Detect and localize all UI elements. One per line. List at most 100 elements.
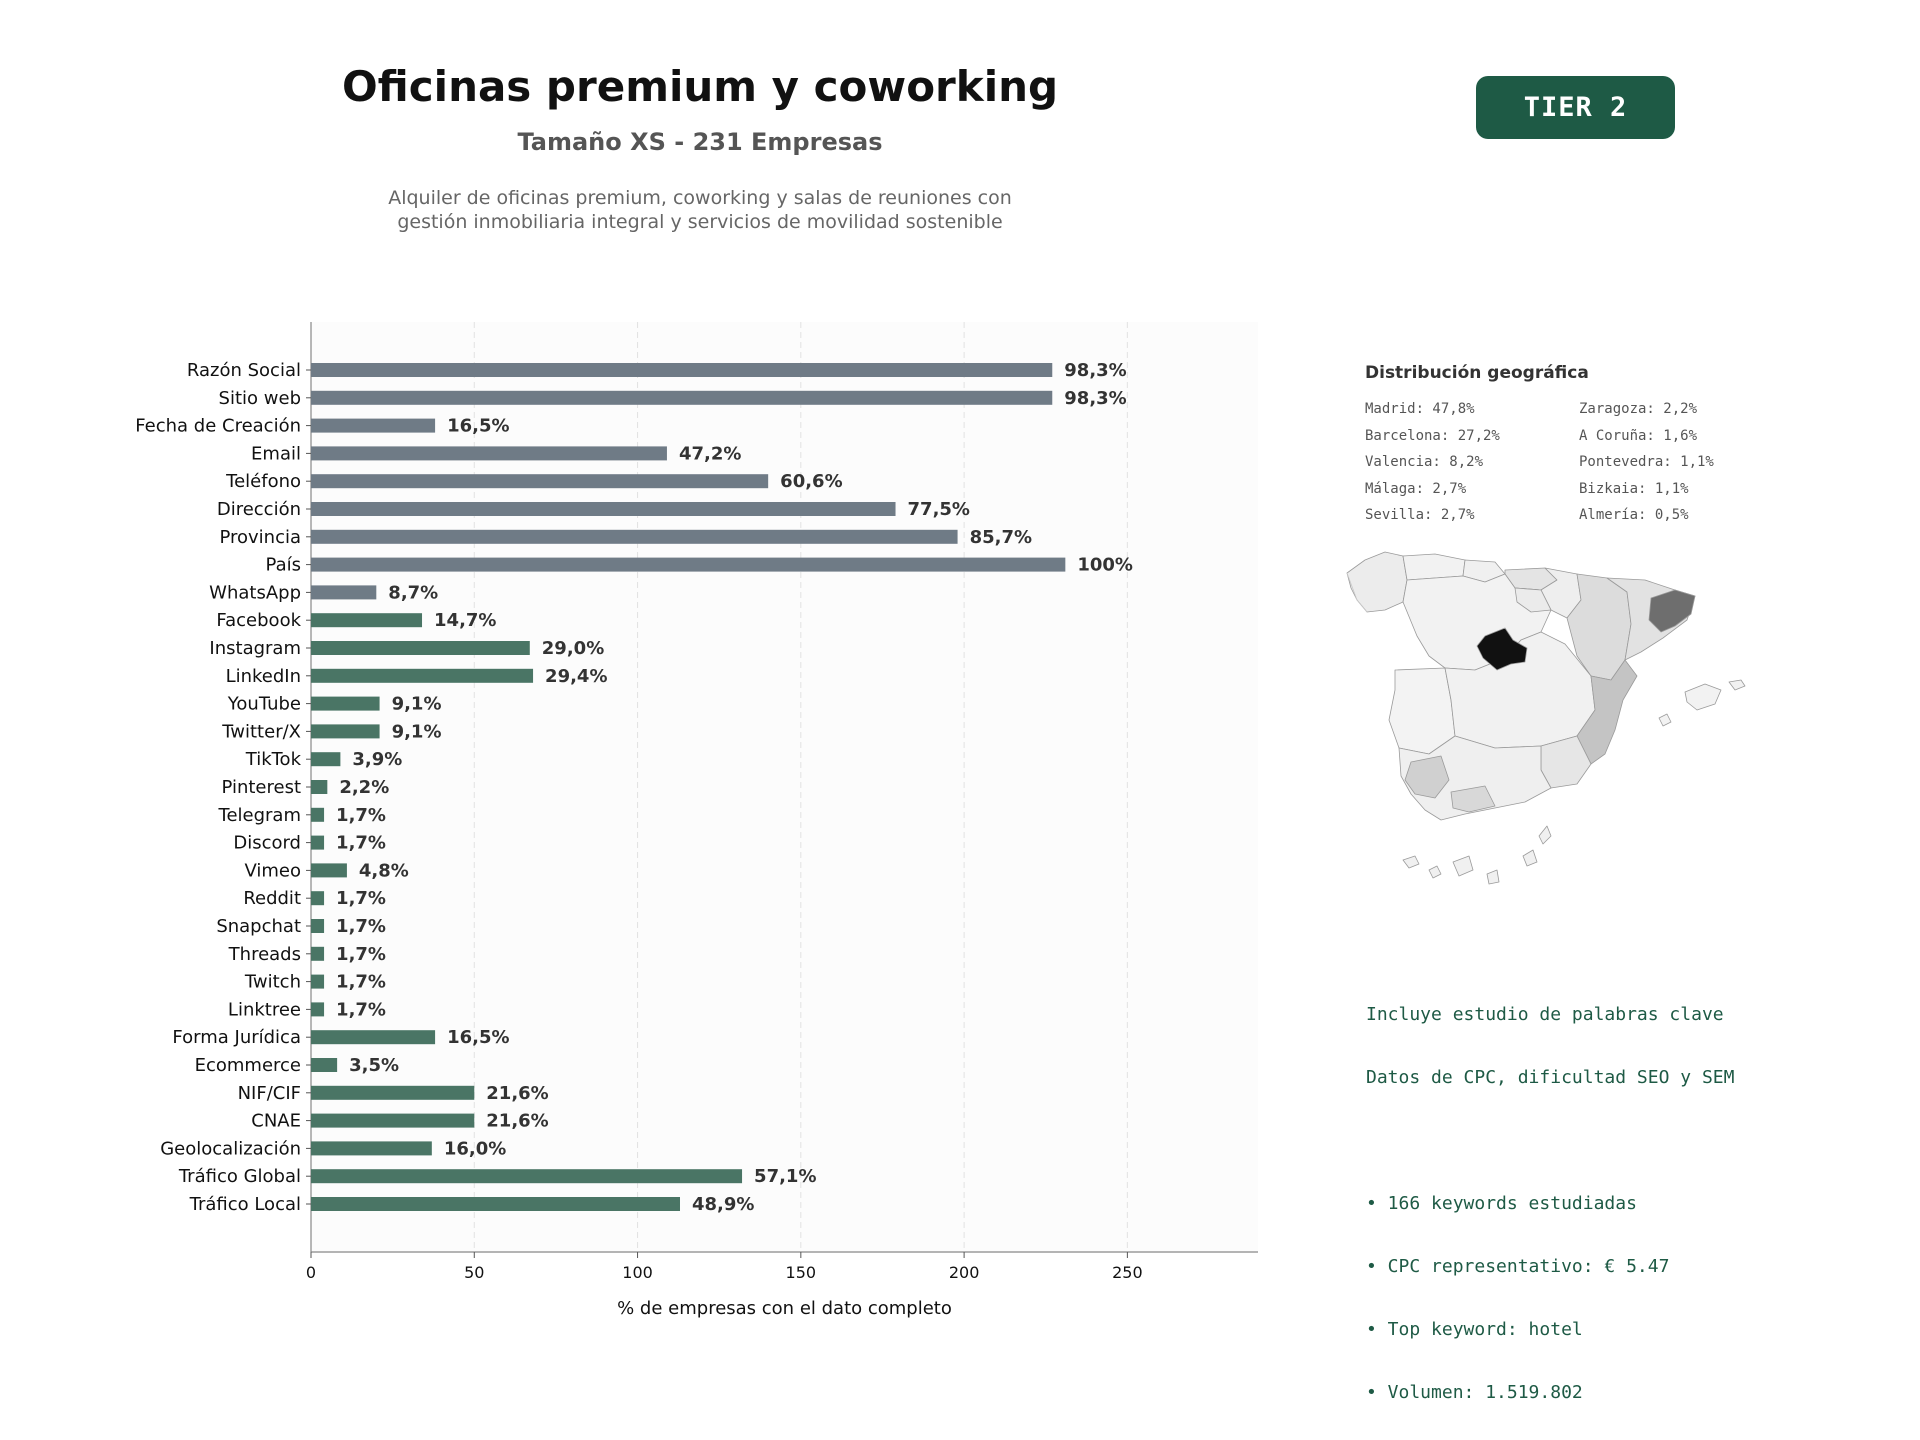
value-label: 77,5% bbox=[908, 499, 970, 520]
category-label: Tráfico Global bbox=[178, 1166, 301, 1187]
seo-bullet: • 166 keywords estudiadas bbox=[1366, 1193, 1637, 1214]
value-label: 16,0% bbox=[444, 1138, 506, 1159]
x-tick-label: 0 bbox=[306, 1263, 316, 1282]
bar bbox=[311, 1169, 743, 1184]
plot-area bbox=[311, 322, 1258, 1252]
category-label: Sitio web bbox=[219, 388, 301, 409]
bar bbox=[311, 1085, 475, 1100]
category-label: Pinterest bbox=[221, 777, 301, 798]
bar bbox=[311, 529, 958, 544]
value-label: 1,7% bbox=[336, 999, 386, 1020]
value-label: 1,7% bbox=[336, 805, 386, 826]
bar bbox=[311, 1113, 475, 1128]
map-region-menorca bbox=[1728, 679, 1746, 691]
value-label: 1,7% bbox=[336, 944, 386, 965]
map-portugal-border bbox=[1346, 572, 1368, 613]
bar bbox=[311, 1002, 325, 1017]
category-label: Discord bbox=[233, 833, 301, 854]
bar bbox=[311, 363, 1053, 377]
geo-item: Barcelona: 27,2% bbox=[1365, 427, 1500, 444]
map-region-ibiza bbox=[1658, 713, 1672, 727]
map-region-malaga bbox=[1450, 785, 1496, 813]
seo-line: Incluye estudio de palabras clave bbox=[1366, 1004, 1724, 1025]
value-label: 8,7% bbox=[388, 582, 438, 603]
bar-chart: 0 50 100 150 200 250 % de empresas con el dato… bbox=[135, 322, 1258, 1319]
category-label: Reddit bbox=[243, 888, 301, 909]
value-label: 16,5% bbox=[447, 1027, 509, 1048]
bar bbox=[311, 668, 534, 683]
category-label: CNAE bbox=[251, 1111, 301, 1132]
description: Alquiler de oficinas premium, coworking … bbox=[250, 186, 1150, 234]
x-tick-label: 100 bbox=[622, 1263, 653, 1282]
bar bbox=[311, 919, 325, 933]
x-tick-label: 200 bbox=[949, 1263, 980, 1282]
category-label: Razón Social bbox=[187, 360, 301, 381]
value-label: 21,6% bbox=[486, 1111, 548, 1132]
description-line: Alquiler de oficinas premium, coworking … bbox=[388, 187, 1012, 209]
category-label: Twitter/X bbox=[221, 721, 301, 742]
map-region-barcelona bbox=[1648, 589, 1696, 633]
x-tick-label: 250 bbox=[1112, 1263, 1143, 1282]
category-label: LinkedIn bbox=[226, 666, 301, 687]
bar bbox=[311, 1058, 338, 1072]
bar bbox=[311, 557, 1066, 572]
bar bbox=[311, 724, 380, 739]
value-label: 85,7% bbox=[970, 527, 1032, 548]
category-label: Tráfico Local bbox=[189, 1194, 301, 1215]
bar bbox=[311, 474, 769, 489]
description-line: gestión inmobiliaria integral y servicio… bbox=[397, 211, 1003, 233]
value-label: 4,8% bbox=[359, 860, 409, 881]
seo-line: Datos de CPC, dificultad SEO y SEM bbox=[1366, 1067, 1735, 1088]
value-label: 3,5% bbox=[349, 1055, 399, 1076]
geo-list: Madrid: 47,8% Zaragoza: 2,2% Barcelona: … bbox=[1365, 400, 1795, 533]
geo-item: Valencia: 8,2% bbox=[1365, 454, 1484, 470]
map-region-mallorca bbox=[1684, 683, 1722, 711]
bar bbox=[311, 752, 341, 767]
seo-info: Incluye estudio de palabras clave Datos … bbox=[1366, 962, 1734, 1424]
bar bbox=[311, 780, 328, 794]
category-label: WhatsApp bbox=[209, 582, 301, 603]
category-label: YouTube bbox=[227, 694, 301, 715]
value-label: 100% bbox=[1077, 555, 1133, 576]
map-region-canarias bbox=[1402, 825, 1552, 885]
geo-item: Bizkaia: 1,1% bbox=[1579, 480, 1689, 497]
bar bbox=[311, 585, 377, 600]
bar bbox=[311, 641, 530, 655]
value-label: 47,2% bbox=[679, 443, 741, 464]
map-region-rioja bbox=[1514, 587, 1552, 613]
bar bbox=[311, 1197, 681, 1211]
category-label: Threads bbox=[228, 944, 301, 965]
value-label: 57,1% bbox=[754, 1166, 816, 1187]
geo-item: Málaga: 2,7% bbox=[1365, 480, 1467, 497]
map-region-sevilla bbox=[1404, 755, 1450, 799]
bar bbox=[311, 863, 347, 878]
category-label: Forma Jurídica bbox=[172, 1027, 301, 1048]
category-label: Vimeo bbox=[244, 860, 301, 881]
bar bbox=[311, 418, 436, 433]
bar bbox=[311, 502, 896, 516]
geo-item: Sevilla: 2,7% bbox=[1365, 507, 1475, 523]
bar bbox=[311, 835, 325, 850]
spain-choropleth-map bbox=[1346, 551, 1746, 885]
category-label: Ecommerce bbox=[195, 1055, 301, 1076]
category-label: Teléfono bbox=[225, 471, 301, 492]
category-label: TikTok bbox=[245, 749, 302, 770]
bar bbox=[311, 446, 667, 461]
category-label: Snapchat bbox=[216, 916, 301, 937]
category-label: Instagram bbox=[209, 638, 301, 659]
value-label: 21,6% bbox=[486, 1083, 548, 1104]
category-label: Dirección bbox=[217, 499, 301, 520]
value-label: 16,5% bbox=[447, 416, 509, 437]
bar bbox=[311, 946, 325, 961]
value-label: 1,7% bbox=[336, 972, 386, 993]
x-axis-label: % de empresas con el dato completo bbox=[617, 1298, 952, 1319]
value-label: 9,1% bbox=[392, 721, 442, 742]
category-label: Facebook bbox=[216, 610, 301, 631]
map-region-asturias bbox=[1402, 553, 1466, 581]
geo-item: Pontevedra: 1,1% bbox=[1579, 454, 1714, 470]
category-label: Linktree bbox=[228, 999, 301, 1020]
bar bbox=[311, 696, 380, 711]
category-label: País bbox=[266, 555, 301, 576]
geo-title: Distribución geográfica bbox=[1365, 363, 1589, 383]
value-label: 14,7% bbox=[434, 610, 496, 631]
